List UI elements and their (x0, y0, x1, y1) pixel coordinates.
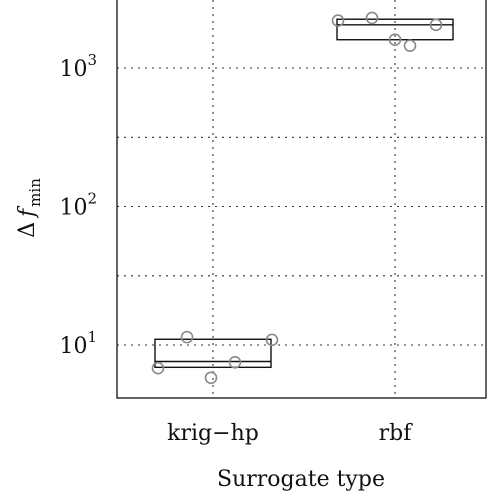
data-point (204, 371, 218, 385)
y-axis-title-symbol: Δ (15, 222, 40, 238)
y-tick-labels: 101 102 103 (59, 51, 97, 359)
x-tick-labels: krig−hp rbf (167, 421, 413, 446)
x-axis-title: Surrogate type (217, 467, 385, 492)
data-point (331, 14, 345, 27)
data-point (403, 39, 417, 52)
y-axis-title-subscript: min (26, 178, 44, 207)
data-point (180, 330, 194, 344)
box-0 (154, 338, 272, 369)
y-tick-label: 103 (59, 51, 97, 82)
y-tick-label: 101 (59, 328, 97, 359)
plot-frame (116, 0, 487, 399)
x-tick-label: rbf (379, 421, 414, 446)
data-point (388, 33, 402, 47)
grid-lines (117, 0, 486, 397)
data-point (151, 361, 165, 375)
y-tick-label: 102 (59, 190, 97, 221)
box-1 (336, 18, 454, 41)
data-points (151, 11, 443, 385)
x-tick-label: krig−hp (167, 421, 259, 446)
data-point (365, 11, 379, 25)
data-point (228, 356, 242, 369)
y-axis-title: Δfmin (15, 178, 44, 238)
boxes (154, 18, 454, 369)
data-point (429, 18, 443, 32)
data-point (265, 333, 279, 347)
